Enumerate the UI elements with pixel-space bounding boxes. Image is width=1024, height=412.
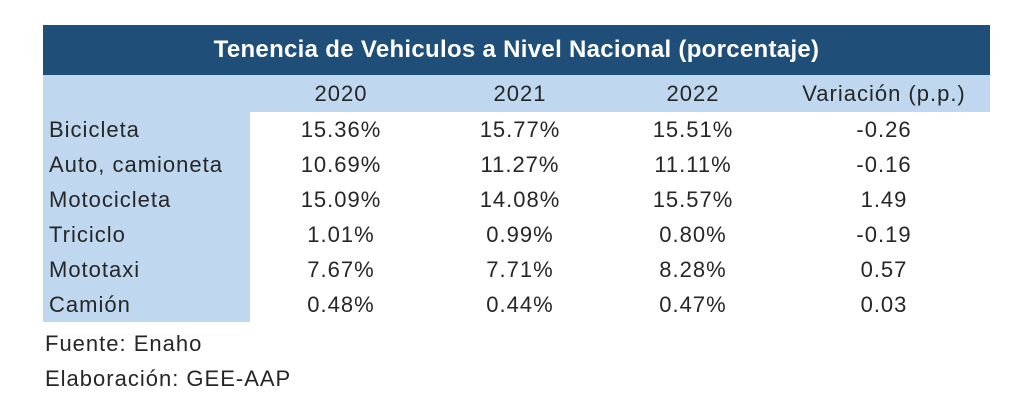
column-header-2021: 2021 xyxy=(493,81,547,106)
value-2020: 15.36% xyxy=(300,117,382,142)
value-2022: 0.80% xyxy=(659,222,727,247)
row-label: Mototaxi xyxy=(43,252,250,287)
value-2022: 15.57% xyxy=(652,187,734,212)
value-2022: 11.11% xyxy=(654,152,732,177)
value-2021: 14.08% xyxy=(479,187,561,212)
table-row-bicicleta: Bicicleta 15.36% 15.77% 15.51% -0.26 xyxy=(43,112,990,147)
elaboration-note: Elaboración: GEE-AAP xyxy=(45,366,292,391)
value-variacion: 0.57 xyxy=(860,257,908,282)
row-label: Motocicleta xyxy=(43,182,250,217)
header-empty-cell xyxy=(43,75,250,112)
value-2022: 15.51% xyxy=(652,117,734,142)
value-2020: 15.09% xyxy=(300,187,382,212)
value-2020: 7.67% xyxy=(307,257,375,282)
value-variacion: -0.16 xyxy=(856,152,912,177)
value-2021: 11.27% xyxy=(480,152,560,177)
column-header-2020: 2020 xyxy=(314,81,368,106)
value-2021: 7.71% xyxy=(486,257,554,282)
value-2021: 0.99% xyxy=(486,222,554,247)
value-2022: 8.28% xyxy=(659,257,727,282)
table-row-mototaxi: Mototaxi 7.67% 7.71% 8.28% 0.57 xyxy=(43,252,990,287)
row-label: Bicicleta xyxy=(43,112,250,147)
value-2020: 10.69% xyxy=(300,152,382,177)
value-2021: 0.44% xyxy=(486,292,554,317)
value-variacion: 1.49 xyxy=(860,187,908,212)
table-title: Tenencia de Vehiculos a Nivel Nacional (… xyxy=(43,25,990,75)
vehicle-ownership-table: Tenencia de Vehiculos a Nivel Nacional (… xyxy=(43,25,990,322)
column-header-variacion: Variación (p.p.) xyxy=(802,81,966,106)
value-variacion: -0.26 xyxy=(856,117,912,142)
table-row-triciclo: Triciclo 1.01% 0.99% 0.80% -0.19 xyxy=(43,217,990,252)
table-footnotes: Fuente: Enaho Elaboración: GEE-AAP xyxy=(45,326,291,396)
value-2020: 1.01% xyxy=(307,222,375,247)
value-2022: 0.47% xyxy=(659,292,727,317)
table-header-row: 2020 2021 2022 Variación (p.p.) xyxy=(43,75,990,112)
row-label: Auto, camioneta xyxy=(43,147,250,182)
table-row-camion: Camión 0.48% 0.44% 0.47% 0.03 xyxy=(43,287,990,322)
table-row-motocicleta: Motocicleta 15.09% 14.08% 15.57% 1.49 xyxy=(43,182,990,217)
value-2021: 15.77% xyxy=(479,117,561,142)
value-variacion: -0.19 xyxy=(856,222,912,247)
value-2020: 0.48% xyxy=(307,292,375,317)
row-label: Triciclo xyxy=(43,217,250,252)
value-variacion: 0.03 xyxy=(860,292,908,317)
table-row-auto-camioneta: Auto, camioneta 10.69% 11.27% 11.11% -0.… xyxy=(43,147,990,182)
source-note: Fuente: Enaho xyxy=(45,331,203,356)
row-label: Camión xyxy=(43,287,250,322)
column-header-2022: 2022 xyxy=(666,81,720,106)
